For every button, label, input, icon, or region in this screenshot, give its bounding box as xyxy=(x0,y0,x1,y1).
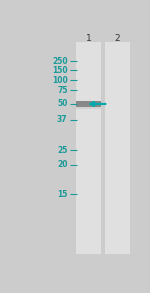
Text: 20: 20 xyxy=(57,160,68,169)
Bar xyxy=(105,42,130,254)
Text: 1: 1 xyxy=(86,34,91,43)
Text: 250: 250 xyxy=(52,57,68,66)
Bar xyxy=(76,107,101,109)
Bar xyxy=(76,101,101,107)
Text: 50: 50 xyxy=(57,99,68,108)
Text: 15: 15 xyxy=(57,190,68,199)
Text: 25: 25 xyxy=(57,146,68,155)
Text: 37: 37 xyxy=(57,115,68,124)
Text: 75: 75 xyxy=(57,86,68,95)
Bar xyxy=(76,101,101,104)
Text: 2: 2 xyxy=(115,34,120,43)
Text: 150: 150 xyxy=(52,66,68,75)
Bar xyxy=(76,42,101,254)
Text: 100: 100 xyxy=(52,76,68,85)
